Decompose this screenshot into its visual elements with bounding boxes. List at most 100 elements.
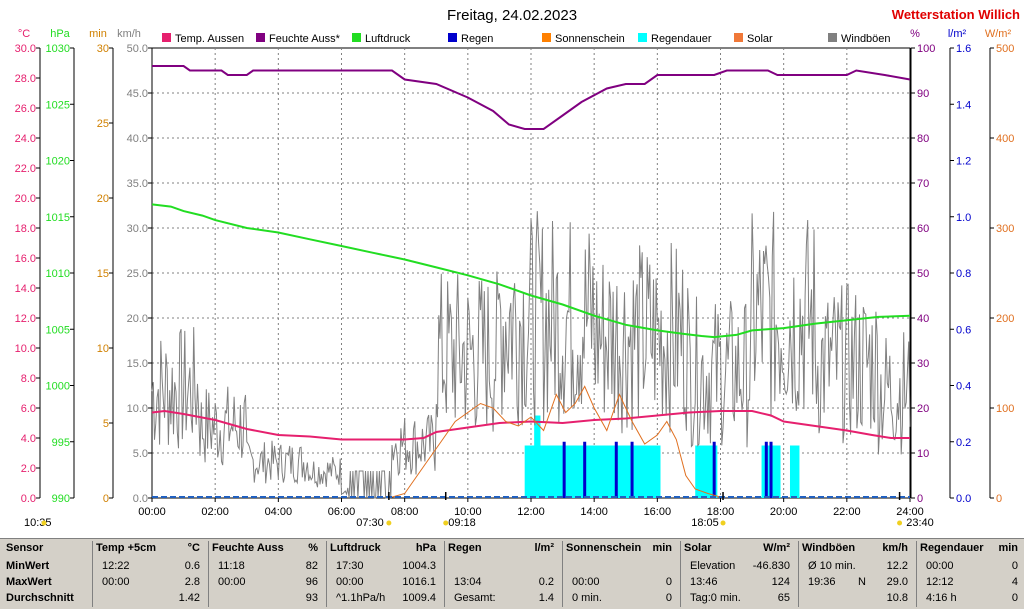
pct-tick-label: 0 xyxy=(917,493,923,505)
table-column: Sensor MinWert MaxWert Durchschnitt xyxy=(6,539,94,609)
table-cell-label: Tag:0 min. xyxy=(690,592,741,604)
table-column-unit: % xyxy=(308,542,318,554)
raindur-bar xyxy=(524,445,661,498)
temp-tick-label: 4.0 xyxy=(21,433,36,445)
time-marker-dot xyxy=(386,520,392,526)
temp-tick-label: 8.0 xyxy=(21,373,36,385)
temp-tick-label: 30.0 xyxy=(15,43,36,55)
table-cell-extra: N xyxy=(858,576,866,588)
x-tick-label: 00:00 xyxy=(138,506,166,518)
table-row: 19:36 N 29.0 xyxy=(802,576,908,590)
table-cell-label: 12:12 xyxy=(926,576,954,588)
rain-tick-label: 0.2 xyxy=(956,437,971,449)
table-cell-label: 17:30 xyxy=(336,560,364,572)
table-column-header: Regen l/m² xyxy=(448,542,554,558)
table-cell-label: 4:16 h xyxy=(926,592,957,604)
legend-label: Regen xyxy=(461,33,493,45)
temp-tick-label: 22.0 xyxy=(15,163,36,175)
min-tick-label: 15 xyxy=(97,268,109,280)
table-column-unit: min xyxy=(652,542,672,554)
table-cell-value: 124 xyxy=(771,576,790,588)
table-column-title: Sensor xyxy=(6,542,44,554)
min-tick-label: 5 xyxy=(103,418,109,430)
table-separator xyxy=(444,541,445,607)
solar-tick-label: 200 xyxy=(996,313,1014,325)
table-column-header: Luftdruck hPa xyxy=(330,542,436,558)
table-row: Elevation -46.830 xyxy=(684,560,790,574)
table-row: Tag:0 min. 65 xyxy=(684,592,790,606)
table-separator xyxy=(92,541,93,607)
x-tick-label: 24:00 xyxy=(896,506,924,518)
press-tick-label: 1010 xyxy=(46,268,70,280)
table-cell-label: MinWert xyxy=(6,560,50,572)
temp-tick-label: 6.0 xyxy=(21,403,36,415)
table-separator xyxy=(916,541,917,607)
station-name: Wetterstation Willich xyxy=(892,7,1020,22)
x-tick-label: 08:00 xyxy=(391,506,419,518)
temp-tick-label: 26.0 xyxy=(15,103,36,115)
table-column-title: Solar xyxy=(684,542,712,554)
pct-tick-label: 70 xyxy=(917,178,929,190)
press-tick-label: 1025 xyxy=(46,99,70,111)
time-marker-label: 07:30 xyxy=(356,517,384,529)
time-marker-dot xyxy=(443,520,449,526)
pct-unit-label: % xyxy=(910,28,920,40)
press-tick-label: 1020 xyxy=(46,156,70,168)
table-column: Regendauer min 00:00 0 12:12 4 4:16 h 0 xyxy=(920,539,1024,609)
time-marker-label: 18:05 xyxy=(691,517,719,529)
x-tick-label: 06:00 xyxy=(328,506,356,518)
rain-bar xyxy=(583,441,587,498)
pct-tick-label: 80 xyxy=(917,133,929,145)
temp-tick-label: 10.0 xyxy=(15,343,36,355)
table-row: 1.42 xyxy=(96,592,200,606)
pct-tick-label: 100 xyxy=(917,43,935,55)
legend-label: Solar xyxy=(747,33,773,45)
table-row: 0 min. 0 xyxy=(566,592,672,606)
table-cell-label: ^1.1hPa/h xyxy=(336,592,386,604)
table-cell-value: 10.8 xyxy=(886,592,908,604)
table-column-unit: W/m² xyxy=(763,542,790,554)
temp-tick-label: 28.0 xyxy=(15,73,36,85)
table-cell-label: 13:46 xyxy=(690,576,718,588)
min-unit-label: min xyxy=(89,28,107,40)
series-lines xyxy=(151,65,911,499)
table-cell-label: 00:00 xyxy=(572,576,600,588)
rain-tick-label: 0.8 xyxy=(956,268,971,280)
time-markers: 10:35 07:30 09:18 18:05 23:40 xyxy=(24,492,934,529)
series-line xyxy=(152,65,911,130)
raindur-bar xyxy=(789,445,800,498)
table-cell-value: 82 xyxy=(305,560,318,572)
legend-label: Temp. Aussen xyxy=(175,33,244,45)
legend-swatch xyxy=(542,33,551,42)
time-marker-label: 23:40 xyxy=(906,517,934,529)
rain-bar xyxy=(712,441,716,498)
table-column: Windböen km/h Ø 10 min. 12.2 19:36 N 29.0 10.8 xyxy=(802,539,914,609)
table-cell-value: 12.2 xyxy=(886,560,908,572)
pct-tick-label: 10 xyxy=(917,448,929,460)
press-unit-label: hPa xyxy=(50,28,70,40)
table-column-title: Sonnenschein xyxy=(566,542,642,554)
table-cell-label: 00:00 xyxy=(218,576,246,588)
table-cell-label: 13:04 xyxy=(454,576,482,588)
table-cell-value: 2.8 xyxy=(184,576,200,588)
table-column-unit: l/m² xyxy=(534,542,554,554)
time-marker-dot xyxy=(41,520,47,526)
rain-tick-label: 1.2 xyxy=(956,156,971,168)
table-cell-value: 65 xyxy=(777,592,790,604)
table-column: Feuchte Auss% 11:18 82 00:00 96 93 xyxy=(212,539,324,609)
press-tick-label: 1000 xyxy=(46,381,70,393)
legend-swatch xyxy=(448,33,457,42)
solar-tick-label: 500 xyxy=(996,43,1014,55)
table-cell-label: Elevation xyxy=(690,560,736,572)
time-marker-label: 10:35 xyxy=(24,517,52,529)
min-tick-label: 10 xyxy=(97,343,109,355)
table-column-header: Feuchte Auss% xyxy=(212,542,318,558)
table-row: ^1.1hPa/h 1009.4 xyxy=(330,592,436,606)
table-column: Regen l/m² 13:04 0.2 Gesamt: 1.4 xyxy=(448,539,560,609)
table-row: MaxWert xyxy=(6,576,88,590)
x-ticks: 00:00 02:00 04:00 06:00 08:00 10:00 12:00 14:00… xyxy=(138,498,924,518)
table-column-title: Temp +5cm xyxy=(96,542,157,554)
pct-tick-label: 30 xyxy=(917,358,929,370)
weather-chart: Freitag, 24.02.2023 Wetterstation Willic… xyxy=(15,7,1020,529)
legend-swatch xyxy=(352,33,361,42)
